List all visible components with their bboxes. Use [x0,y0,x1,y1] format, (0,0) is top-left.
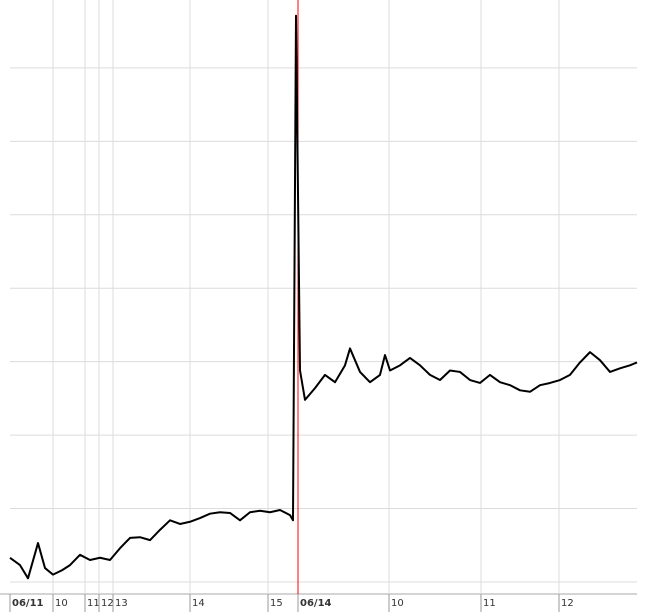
x-tick-label: 11 [483,598,496,609]
x-tick-label: 14 [192,598,205,609]
line [9,14,638,580]
x-tick-label: 15 [270,598,283,609]
x-tick-label: 13 [115,598,128,609]
x-tick-label: 06/11 [12,598,44,609]
x-tick-label: 06/14 [300,598,332,609]
x-tick-label: 11 [87,598,100,609]
x-tick-label: 10 [391,598,404,609]
x-tick-label: 12 [561,598,574,609]
x-tick-label: 10 [55,598,68,609]
x-tick-label: 12 [101,598,114,609]
